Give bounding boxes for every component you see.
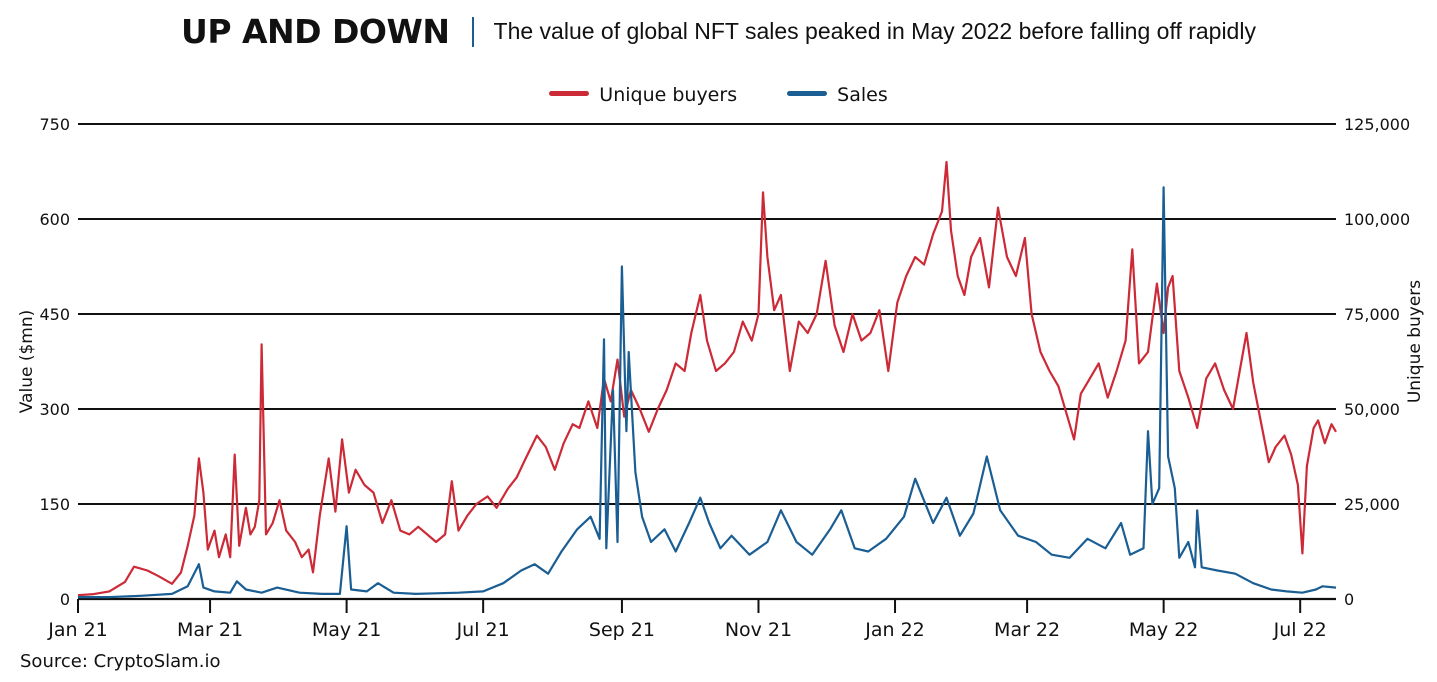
x-tick-label: Jan 22 — [864, 619, 925, 641]
x-tick-label: Nov 21 — [725, 619, 792, 641]
series-line-unique-buyers — [77, 160, 1337, 597]
y-right-axis-label: Unique buyers — [1405, 280, 1425, 403]
source-note: Source: CryptoSlam.io — [20, 651, 221, 672]
x-tick-label: Jan 21 — [47, 619, 108, 641]
chart-subtitle: The value of global NFT sales peaked in … — [493, 18, 1256, 44]
y-left-tick-label: 750 — [39, 115, 70, 134]
y-left-tick-label: 300 — [39, 400, 70, 419]
legend-label-sales: Sales — [837, 84, 888, 106]
y-left-tick-label: 150 — [39, 495, 70, 514]
chart-headline: UP AND DOWN — [181, 12, 450, 51]
series-line-sales — [78, 186, 1337, 599]
chart-title-row: UP AND DOWN The value of global NFT sales… — [0, 12, 1437, 51]
y-left-tick-label: 450 — [39, 305, 70, 324]
x-tick-label: Jul 21 — [456, 619, 510, 641]
x-tick-label: Jul 22 — [1273, 619, 1327, 641]
legend-item-sales: Sales — [787, 84, 888, 106]
legend-swatch-unique-buyers — [549, 91, 590, 96]
chart-legend: Unique buyers Sales — [0, 84, 1437, 106]
x-tick-label: May 22 — [1129, 619, 1199, 641]
x-tick-label: May 21 — [312, 619, 382, 641]
legend-item-unique-buyers: Unique buyers — [549, 84, 737, 106]
x-tick-label: Mar 21 — [177, 619, 243, 641]
y-left-axis-label: Value ($mn) — [17, 310, 37, 414]
legend-label-unique-buyers: Unique buyers — [599, 84, 738, 106]
title-divider — [471, 16, 474, 47]
y-right-tick-label: 75,000 — [1344, 305, 1400, 324]
y-right-tick-label: 50,000 — [1344, 400, 1400, 419]
y-right-tick-label: 125,000 — [1344, 115, 1410, 134]
y-right-tick-label: 100,000 — [1344, 210, 1410, 229]
y-left-tick-label: 600 — [39, 210, 70, 229]
x-tick-label: Mar 22 — [994, 619, 1060, 641]
legend-swatch-sales — [787, 91, 828, 96]
y-right-tick-label: 0 — [1344, 590, 1354, 609]
x-tick-label: Sep 21 — [589, 619, 655, 641]
y-left-tick-label: 0 — [60, 590, 70, 609]
y-right-tick-label: 25,000 — [1344, 495, 1400, 514]
